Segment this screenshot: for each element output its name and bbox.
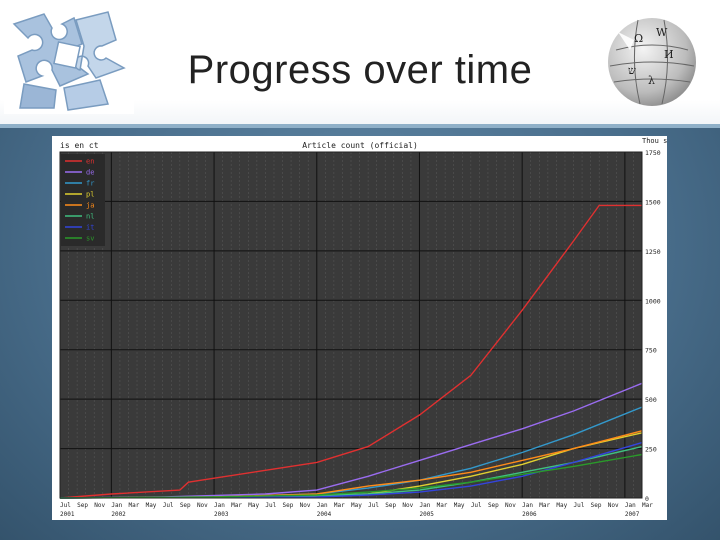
x-year-label: 2002 <box>111 511 126 518</box>
series-lines <box>59 204 643 499</box>
x-tick-label: Mar <box>642 502 653 509</box>
legend-label-ja: ja <box>86 202 94 210</box>
y-tick-label: 1250 <box>645 248 661 256</box>
slide-header: Ω W И ש λ Progress over time <box>0 0 720 127</box>
x-tick-label: Jul <box>265 502 276 509</box>
x-tick-label: Mar <box>128 502 139 509</box>
x-tick-label: Nov <box>402 502 413 509</box>
x-tick-label: Mar <box>539 502 550 509</box>
x-tick-label: May <box>351 502 362 509</box>
legend-label-en: en <box>86 158 94 166</box>
x-tick-label: Nov <box>197 502 208 509</box>
header-divider <box>0 124 720 128</box>
x-year-label: 2004 <box>317 511 332 518</box>
x-tick-label: Sep <box>488 502 499 509</box>
x-tick-label: Mar <box>231 502 242 509</box>
svg-text:ש: ש <box>628 64 636 77</box>
y-unit-label: Thou s <box>642 137 667 145</box>
legend-label-nl: nl <box>86 213 94 221</box>
chart-title: Article count (official) <box>302 141 418 150</box>
plot-border <box>59 151 643 499</box>
x-tick-label: May <box>556 502 567 509</box>
wikipedia-globe-icon: Ω W И ש λ <box>608 18 696 106</box>
svg-text:И: И <box>664 48 674 61</box>
x-tick-label: Sep <box>180 502 191 509</box>
y-tick-label: 1000 <box>645 297 661 305</box>
series-line-it <box>59 441 643 499</box>
x-tick-label: Jul <box>163 502 174 509</box>
x-tick-label: Nov <box>94 502 105 509</box>
y-tick-label: 750 <box>645 347 657 355</box>
legend-label-sv: sv <box>86 235 94 243</box>
x-tick-label: Nov <box>300 502 311 509</box>
legend-box <box>61 154 105 246</box>
x-tick-label: May <box>454 502 465 509</box>
x-tick-label: Nov <box>608 502 619 509</box>
series-line-sv <box>59 453 643 499</box>
x-tick-label: Sep <box>591 502 602 509</box>
svg-text:λ: λ <box>648 74 655 87</box>
x-tick-label: May <box>146 502 157 509</box>
svg-text:W: W <box>656 26 668 39</box>
y-tick-label: 1500 <box>645 198 661 206</box>
x-year-label: 2003 <box>214 511 229 518</box>
x-tick-label: Jul <box>368 502 379 509</box>
legend-label-de: de <box>86 169 94 177</box>
x-tick-label: Jul <box>60 502 71 509</box>
x-tick-label: Sep <box>385 502 396 509</box>
y-tick-label: 0 <box>645 495 649 503</box>
x-tick-label: Mar <box>437 502 448 509</box>
chart-corner-label: is en ct <box>60 141 99 150</box>
y-tick-label: 500 <box>645 396 657 404</box>
x-year-label: 2006 <box>522 511 537 518</box>
x-tick-label: Nov <box>505 502 516 509</box>
legend-label-it: it <box>86 224 94 232</box>
x-year-label: 2007 <box>625 511 640 518</box>
legend: en de fr pl ja nl it sv <box>61 154 105 246</box>
chart-frame: en de fr pl ja nl it sv 0 250 500 750 1000 1250 1500 1… <box>52 136 667 520</box>
x-tick-label: Jul <box>574 502 585 509</box>
y-tick-label: 1750 <box>645 149 661 157</box>
axes: 0 250 500 750 1000 1250 1500 1750 Jul Sep Nov Jan Ma… <box>59 149 661 518</box>
x-tick-label: Jan <box>111 502 122 509</box>
svg-text:Ω: Ω <box>634 32 643 45</box>
x-year-label: 2005 <box>419 511 434 518</box>
x-tick-label: Jul <box>471 502 482 509</box>
series-line-en <box>59 204 642 499</box>
slide-title: Progress over time <box>187 48 533 92</box>
x-tick-label: Jan <box>625 502 636 509</box>
legend-label-pl: pl <box>86 191 94 199</box>
legend-label-fr: fr <box>86 180 94 188</box>
x-tick-label: Mar <box>334 502 345 509</box>
x-year-label: 2001 <box>60 511 75 518</box>
x-tick-label: Sep <box>283 502 294 509</box>
x-tick-label: Sep <box>77 502 88 509</box>
y-tick-label: 250 <box>645 446 657 454</box>
x-tick-label: Jan <box>522 502 533 509</box>
line-chart: en de fr pl ja nl it sv 0 250 500 750 1000 1250 1500 1… <box>52 136 667 520</box>
x-tick-label: Jan <box>419 502 430 509</box>
puzzle-icon <box>4 4 134 114</box>
x-tick-label: Jan <box>317 502 328 509</box>
series-line-de <box>59 382 643 499</box>
x-tick-label: Jan <box>214 502 225 509</box>
x-tick-label: May <box>248 502 259 509</box>
